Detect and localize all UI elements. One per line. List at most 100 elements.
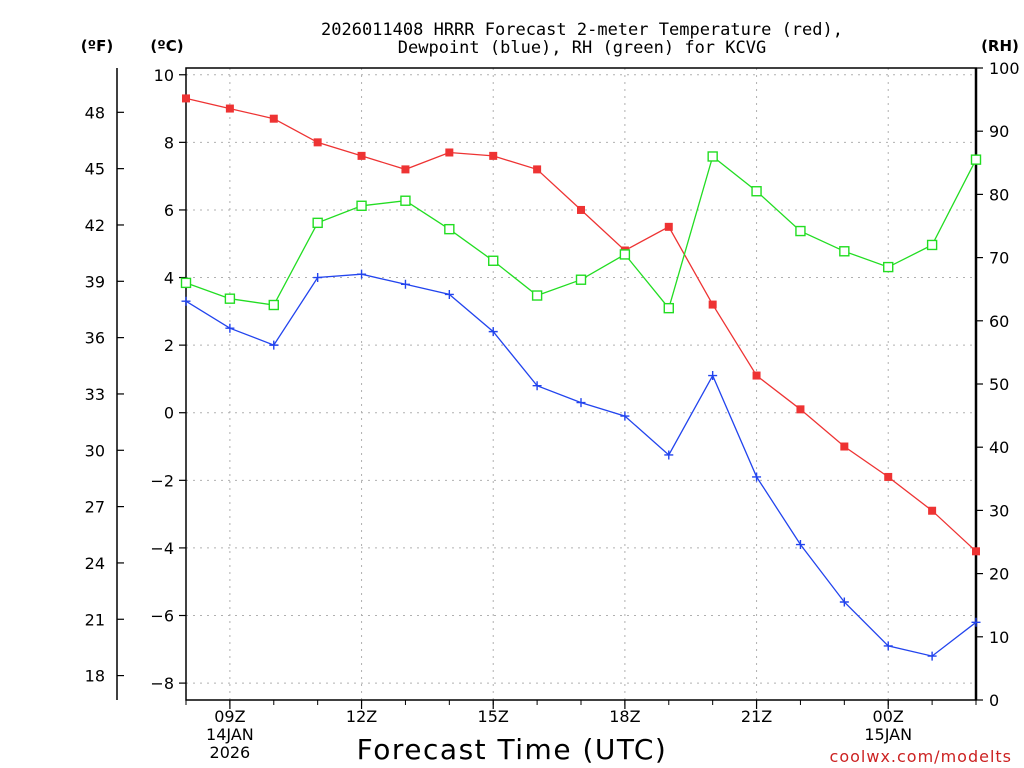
temperature-point: [577, 205, 585, 214]
dewpoint-point: [839, 597, 849, 607]
temperature-point: [533, 165, 542, 174]
celsius-tick-label: 4: [164, 269, 174, 288]
time-tick-label: 21Z: [741, 707, 772, 726]
temperature-point: [972, 547, 980, 556]
temperature-line: [185, 97, 977, 552]
rh-point: [883, 261, 894, 273]
dewpoint-point: [883, 641, 893, 651]
time-tick-label: 18Z: [609, 707, 640, 726]
temperature-point: [269, 114, 278, 123]
rh-tick-label: 80: [989, 185, 1009, 204]
dewpoint-point: [708, 371, 718, 381]
dewpoint-point: [444, 289, 454, 299]
dewpoint-point: [532, 381, 542, 391]
rh-point: [488, 255, 499, 266]
celsius-tick-label: −8: [150, 674, 174, 693]
chart-title-line2: Dewpoint (blue), RH (green) for KCVG: [398, 38, 766, 58]
temperature-point: [796, 405, 805, 414]
celsius-tick-label: 8: [164, 133, 174, 152]
dewpoint-series: [181, 269, 981, 661]
grid-lines: [186, 68, 976, 700]
fahrenheit-tick-label: 36: [85, 329, 105, 348]
fahrenheit-tick-label: 21: [85, 610, 105, 629]
rh-axis-label: (RH): [981, 37, 1019, 55]
celsius-tick-label: −2: [150, 471, 174, 490]
temperature-point: [884, 472, 893, 481]
credit-label: coolwx.com/modelts: [830, 747, 1012, 766]
chart-title-line1: 2026011408 HRRR Forecast 2-meter Tempera…: [321, 20, 843, 40]
rh-point: [795, 225, 806, 237]
time-tick-label: 15Z: [478, 707, 509, 726]
celsius-axis-label: (ºC): [150, 37, 183, 55]
temperature-point: [445, 148, 454, 157]
data-series: [180, 94, 982, 661]
celsius-tick-label: 6: [164, 201, 174, 220]
rh-tick-label: 40: [989, 438, 1009, 457]
dewpoint-line: [185, 273, 977, 657]
time-tick-label: 12Z: [346, 707, 377, 726]
dewpoint-point: [795, 540, 805, 550]
temperature-point: [840, 442, 849, 451]
rh-point: [224, 293, 236, 304]
rh-point: [839, 246, 850, 257]
dewpoint-point: [971, 617, 981, 627]
temperature-point: [489, 151, 498, 160]
dewpoint-point: [927, 651, 937, 661]
time-tick-label: 00Z: [873, 707, 904, 726]
fahrenheit-tick-label: 30: [85, 441, 105, 460]
rh-tick-label: 70: [989, 249, 1009, 268]
rh-tick-label: 30: [989, 501, 1009, 520]
fahrenheit-tick-label: 48: [85, 103, 105, 122]
dewpoint-point: [752, 472, 762, 482]
rh-tick-label: 10: [989, 628, 1009, 647]
dewpoint-point: [576, 398, 586, 408]
rh-point: [400, 195, 411, 206]
rh-point: [575, 274, 587, 285]
temperature-point: [708, 300, 717, 309]
rh-tick-label: 90: [989, 122, 1009, 141]
temperature-point: [401, 165, 410, 174]
dewpoint-point: [488, 327, 498, 337]
fahrenheit-axis: 48 45 42 39 36 33 30 27 24 21 18: [85, 103, 124, 686]
rh-point: [312, 217, 323, 229]
x-axis-title: Forecast Time (UTC): [357, 733, 668, 766]
rh-point: [663, 302, 674, 314]
rh-point: [444, 223, 455, 235]
fahrenheit-tick-label: 27: [85, 498, 105, 517]
temperature-point: [752, 371, 761, 380]
plot-frame: [185, 67, 977, 701]
rh-tick-label: 60: [989, 312, 1009, 331]
fahrenheit-tick-label: 42: [85, 216, 105, 235]
fahrenheit-tick-label: 24: [85, 554, 105, 573]
rh-tick-label: 20: [989, 565, 1009, 584]
celsius-tick-label: 2: [164, 336, 174, 355]
rh-point: [619, 249, 631, 260]
fahrenheit-tick-label: 33: [85, 385, 105, 404]
fahrenheit-tick-label: 18: [85, 667, 105, 686]
temperature-series: [182, 94, 980, 556]
rh-line: [185, 155, 977, 310]
temperature-point: [664, 222, 673, 231]
dewpoint-point: [181, 296, 191, 306]
rh-tick-label: 100: [989, 59, 1020, 78]
temperature-point: [357, 151, 366, 160]
rh-tick-label: 50: [989, 375, 1009, 394]
year-label: 2026: [210, 743, 251, 762]
temperature-point: [225, 104, 234, 113]
rh-point: [268, 299, 279, 311]
celsius-tick-label: 10: [154, 66, 174, 85]
rh-series: [180, 151, 982, 314]
dewpoint-point: [269, 340, 279, 350]
rh-point: [970, 154, 982, 165]
dewpoint-point: [400, 279, 410, 289]
rh-point: [751, 186, 762, 197]
temperature-point: [928, 506, 937, 515]
rh-point: [926, 239, 938, 251]
fahrenheit-tick-label: 39: [85, 272, 105, 291]
dewpoint-point: [620, 411, 630, 421]
date-label: 14JAN: [206, 725, 254, 744]
celsius-tick-label: −4: [150, 539, 174, 558]
